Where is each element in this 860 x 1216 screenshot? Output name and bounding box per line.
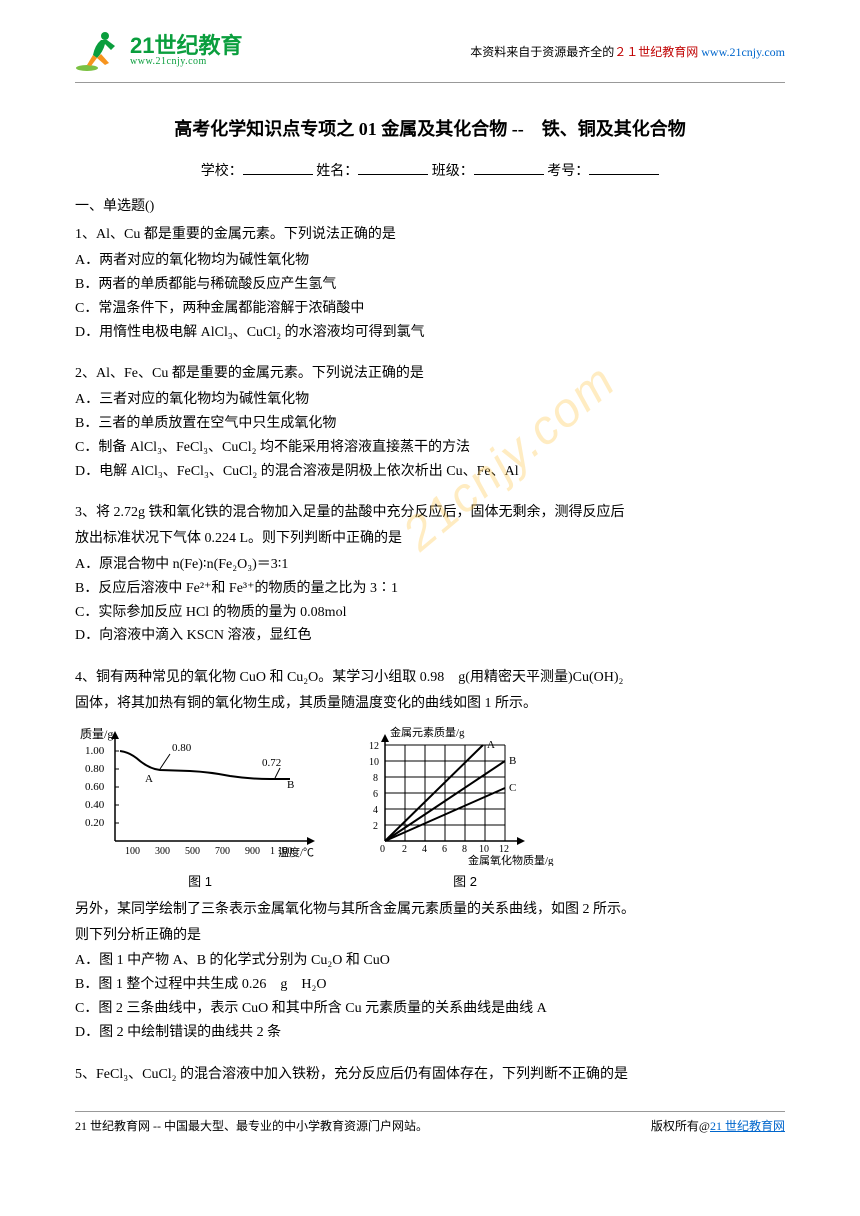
svg-text:300: 300 bbox=[155, 846, 170, 857]
q5-stem: 5、FeCl₃、CuCl₂ 的混合溶液中加入铁粉，充分反应后仍有固体存在，下列判… bbox=[75, 1063, 785, 1087]
q4-post1: 另外，某同学绘制了三条表示金属氧化物与其所含金属元素质量的关系曲线，如图 2 所… bbox=[75, 898, 785, 922]
svg-text:0.80: 0.80 bbox=[172, 742, 192, 754]
source-prefix: 本资料来自于资源最齐全的 bbox=[470, 45, 614, 59]
blank-school[interactable] bbox=[243, 160, 313, 175]
svg-text:8: 8 bbox=[373, 773, 378, 784]
q1-option-c: C．常温条件下，两种金属都能溶解于浓硝酸中 bbox=[75, 297, 785, 321]
q3-stem2: 放出标准状况下气体 0.224 L。则下列判断中正确的是 bbox=[75, 527, 785, 551]
svg-text:0.60: 0.60 bbox=[85, 781, 105, 793]
question-2: 2、Al、Fe、Cu 都是重要的金属元素。下列说法正确的是 A．三者对应的氧化物… bbox=[75, 362, 785, 483]
svg-text:8: 8 bbox=[462, 844, 467, 855]
page-footer: 21 世纪教育网 -- 中国最大型、最专业的中小学教育资源门户网站。 版权所有@… bbox=[75, 1104, 785, 1134]
chart1-caption: 图 1 bbox=[188, 871, 212, 893]
q4-post2: 则下列分析正确的是 bbox=[75, 924, 785, 948]
svg-text:2: 2 bbox=[373, 821, 378, 832]
svg-text:金属元素质量/g: 金属元素质量/g bbox=[390, 726, 465, 739]
svg-text:C: C bbox=[509, 782, 516, 794]
q3-option-a: A．原混合物中 n(Fe)∶n(Fe₂O₃)＝3∶1 bbox=[75, 553, 785, 577]
q4-option-a: A．图 1 中产物 A、B 的化学式分别为 Cu₂O 和 CuO bbox=[75, 949, 785, 973]
q2-stem: 2、Al、Fe、Cu 都是重要的金属元素。下列说法正确的是 bbox=[75, 362, 785, 386]
student-info-form: 学校： 姓名： 班级： 考号： bbox=[75, 160, 785, 180]
svg-text:A: A bbox=[487, 739, 495, 751]
blank-name[interactable] bbox=[358, 160, 428, 175]
svg-text:0.72: 0.72 bbox=[262, 757, 281, 769]
question-1: 1、Al、Cu 都是重要的金属元素。下列说法正确的是 A．两者对应的氧化物均为碱… bbox=[75, 223, 785, 344]
footer-right: 版权所有@21 世纪教育网 bbox=[651, 1117, 785, 1134]
svg-text:1.00: 1.00 bbox=[85, 745, 105, 757]
chart2-caption: 图 2 bbox=[453, 871, 477, 893]
label-name: 姓名： bbox=[316, 164, 358, 179]
q2-option-b: B．三者的单质放置在空气中只生成氧化物 bbox=[75, 412, 785, 436]
svg-text:10: 10 bbox=[479, 844, 489, 855]
charts-row: 质量/g 温度/℃ 1.00 0.80 0.60 0.40 0.20 100 3… bbox=[75, 726, 785, 893]
svg-text:100: 100 bbox=[125, 846, 140, 857]
q2-option-d: D．电解 AlCl₃、FeCl₃、CuCl₂ 的混合溶液是阴极上依次析出 Cu、… bbox=[75, 460, 785, 484]
q2-option-c: C．制备 AlCl₃、FeCl₃、CuCl₂ 均不能采用将溶液直接蒸干的方法 bbox=[75, 436, 785, 460]
svg-text:12: 12 bbox=[369, 741, 379, 752]
q2-option-a: A．三者对应的氧化物均为碱性氧化物 bbox=[75, 388, 785, 412]
label-examno: 考号： bbox=[547, 164, 589, 179]
svg-text:B: B bbox=[287, 779, 294, 791]
chart-1-box: 质量/g 温度/℃ 1.00 0.80 0.60 0.40 0.20 100 3… bbox=[75, 726, 325, 893]
svg-text:10: 10 bbox=[369, 757, 379, 768]
svg-text:0.80: 0.80 bbox=[85, 763, 105, 775]
blank-class[interactable] bbox=[474, 160, 544, 175]
svg-text:500: 500 bbox=[185, 846, 200, 857]
q1-option-b: B．两者的单质都能与稀硫酸反应产生氢气 bbox=[75, 273, 785, 297]
question-4: 4、铜有两种常见的氧化物 CuO 和 Cu₂O。某学习小组取 0.98 g(用精… bbox=[75, 666, 785, 1044]
q4-stem1: 4、铜有两种常见的氧化物 CuO 和 Cu₂O。某学习小组取 0.98 g(用精… bbox=[75, 666, 785, 690]
document-title: 高考化学知识点专项之 01 金属及其化合物 -- 铁、铜及其化合物 bbox=[75, 113, 785, 145]
q4-stem2: 固体，将其加热有铜的氧化物生成，其质量随温度变化的曲线如图 1 所示。 bbox=[75, 692, 785, 716]
svg-text:A: A bbox=[145, 773, 153, 785]
header-divider bbox=[75, 82, 785, 83]
q3-stem1: 3、将 2.72g 铁和氧化铁的混合物加入足量的盐酸中充分反应后，固体无剩余，测… bbox=[75, 501, 785, 525]
svg-text:0: 0 bbox=[380, 844, 385, 855]
question-5: 5、FeCl₃、CuCl₂ 的混合溶液中加入铁粉，充分反应后仍有固体存在，下列判… bbox=[75, 1063, 785, 1087]
q4-option-d: D．图 2 中绘制错误的曲线共 2 条 bbox=[75, 1021, 785, 1045]
blank-examno[interactable] bbox=[589, 160, 659, 175]
section-heading: 一、单选题() bbox=[75, 195, 785, 215]
chart-2-box: 金属元素质量/g 金属氧化物质量/g bbox=[355, 726, 575, 893]
q3-option-c: C．实际参加反应 HCl 的物质的量为 0.08mol bbox=[75, 601, 785, 625]
svg-text:900: 900 bbox=[245, 846, 260, 857]
label-school: 学校： bbox=[201, 164, 243, 179]
chart-2: 金属元素质量/g 金属氧化物质量/g bbox=[355, 726, 575, 866]
footer-left: 21 世纪教育网 -- 中国最大型、最专业的中小学教育资源门户网站。 bbox=[75, 1117, 428, 1134]
question-3: 3、将 2.72g 铁和氧化铁的混合物加入足量的盐酸中充分反应后，固体无剩余，测… bbox=[75, 501, 785, 648]
q1-stem: 1、Al、Cu 都是重要的金属元素。下列说法正确的是 bbox=[75, 223, 785, 247]
logo: 21世纪教育 www.21cnjy.com bbox=[75, 30, 242, 72]
svg-text:2: 2 bbox=[402, 844, 407, 855]
source-link[interactable]: www.21cnjy.com bbox=[701, 45, 785, 59]
chart-1: 质量/g 温度/℃ 1.00 0.80 0.60 0.40 0.20 100 3… bbox=[75, 726, 325, 866]
svg-text:质量/g: 质量/g bbox=[80, 727, 113, 741]
footer-right-link[interactable]: 21 世纪教育网 bbox=[710, 1119, 785, 1133]
svg-text:6: 6 bbox=[373, 789, 378, 800]
q3-option-b: B．反应后溶液中 Fe²⁺和 Fe³⁺的物质的量之比为 3∶1 bbox=[75, 577, 785, 601]
q4-option-c: C．图 2 三条曲线中，表示 CuO 和其中所含 Cu 元素质量的关系曲线是曲线… bbox=[75, 997, 785, 1021]
q3-option-d: D．向溶液中滴入 KSCN 溶液，显红色 bbox=[75, 624, 785, 648]
svg-text:1 100: 1 100 bbox=[270, 846, 293, 857]
logo-title: 21世纪教育 bbox=[130, 35, 242, 57]
footer-divider bbox=[75, 1111, 785, 1112]
logo-url: www.21cnjy.com bbox=[130, 57, 242, 67]
q1-option-d: D．用惰性电极电解 AlCl₃、CuCl₂ 的水溶液均可得到氯气 bbox=[75, 321, 785, 345]
footer-right-label: 版权所有@ bbox=[651, 1119, 710, 1133]
svg-text:12: 12 bbox=[499, 844, 509, 855]
label-class: 班级： bbox=[432, 164, 474, 179]
svg-text:0.40: 0.40 bbox=[85, 799, 105, 811]
svg-text:700: 700 bbox=[215, 846, 230, 857]
svg-text:B: B bbox=[509, 755, 516, 767]
source-highlight: ２１世纪教育网 bbox=[614, 45, 698, 59]
page-header: 21世纪教育 www.21cnjy.com 本资料来自于资源最齐全的２１世纪教育… bbox=[75, 30, 785, 72]
svg-text:6: 6 bbox=[442, 844, 447, 855]
svg-text:4: 4 bbox=[373, 805, 378, 816]
running-person-icon bbox=[75, 30, 125, 72]
svg-text:4: 4 bbox=[422, 844, 427, 855]
q4-option-b: B．图 1 整个过程中共生成 0.26 g H₂O bbox=[75, 973, 785, 997]
header-source: 本资料来自于资源最齐全的２１世纪教育网 www.21cnjy.com bbox=[470, 43, 785, 60]
svg-text:0.20: 0.20 bbox=[85, 817, 105, 829]
q1-option-a: A．两者对应的氧化物均为碱性氧化物 bbox=[75, 249, 785, 273]
